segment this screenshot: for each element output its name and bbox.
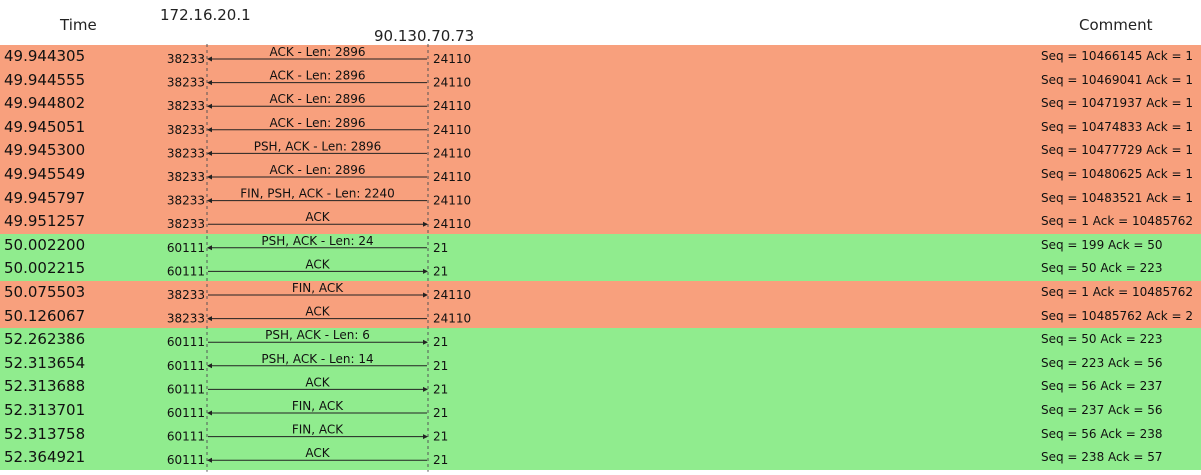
packet-time: 50.002200 [4,235,86,254]
packet-row[interactable] [0,281,1201,306]
packet-time: 52.262386 [4,330,86,349]
packet-comment: Seq = 50 Ack = 223 [1041,332,1163,347]
packet-row[interactable] [0,233,1201,258]
packet-time: 52.313758 [4,424,86,443]
packet-comment: Seq = 10474833 Ack = 1 [1041,119,1194,134]
packet-time: 52.313654 [4,353,86,372]
packet-time: 50.126067 [4,306,86,325]
comment-column-header: Comment [1079,16,1153,34]
packet-time: 49.945549 [4,165,86,183]
packet-row[interactable] [0,163,1201,188]
packet-time: 50.002215 [4,259,86,278]
packet-comment: Seq = 238 Ack = 57 [1041,450,1163,465]
packet-row[interactable] [0,399,1201,424]
packet-row[interactable] [0,351,1201,376]
packet-comment: Seq = 10483521 Ack = 1 [1041,190,1194,205]
packet-time: 52.313688 [4,377,86,396]
packet-time: 52.313701 [4,401,86,419]
packet-time: 49.944305 [4,47,86,65]
host-b-address: 90.130.70.73 [374,27,475,45]
packet-time: 49.944802 [4,94,86,113]
packet-row[interactable] [0,257,1201,282]
packet-comment: Seq = 199 Ack = 50 [1041,237,1163,252]
packet-row[interactable] [0,139,1201,164]
packet-row[interactable] [0,68,1201,93]
packet-time: 49.944555 [4,70,86,89]
packet-comment: Seq = 1 Ack = 10485762 [1041,214,1194,229]
packet-row[interactable] [0,92,1201,117]
packet-row[interactable] [0,115,1201,140]
packet-time: 49.945797 [4,188,86,207]
packet-row[interactable] [0,186,1201,211]
packet-comment: Seq = 223 Ack = 56 [1041,355,1163,370]
packet-comment: Seq = 1 Ack = 10485762 [1041,285,1194,299]
packet-row[interactable] [0,210,1201,235]
packet-row[interactable] [0,45,1201,70]
packet-comment: Seq = 50 Ack = 223 [1041,261,1163,276]
packet-comment: Seq = 56 Ack = 238 [1041,426,1163,441]
packet-time: 49.945051 [4,117,86,136]
packet-comment: Seq = 10469041 Ack = 1 [1041,72,1194,87]
packet-row[interactable] [0,422,1201,447]
packet-time: 52.364921 [4,448,86,467]
packet-comment: Seq = 10477729 Ack = 1 [1041,143,1194,158]
packet-comment: Seq = 10480625 Ack = 1 [1041,167,1194,181]
packet-comment: Seq = 56 Ack = 237 [1041,379,1163,394]
packet-comment: Seq = 10485762 Ack = 2 [1041,308,1194,323]
packet-comment: Seq = 10466145 Ack = 1 [1041,49,1194,63]
packet-time: 49.945300 [4,141,86,160]
packet-row[interactable] [0,375,1201,400]
packet-comment: Seq = 237 Ack = 56 [1041,403,1163,417]
time-column-header: Time [60,16,97,34]
packet-comment: Seq = 10471937 Ack = 1 [1041,96,1194,111]
host-a-address: 172.16.20.1 [160,6,251,24]
packet-row[interactable] [0,304,1201,329]
packet-row[interactable] [0,328,1201,353]
packet-time: 50.075503 [4,283,86,301]
packet-row[interactable] [0,446,1201,471]
packet-time: 49.951257 [4,212,86,231]
